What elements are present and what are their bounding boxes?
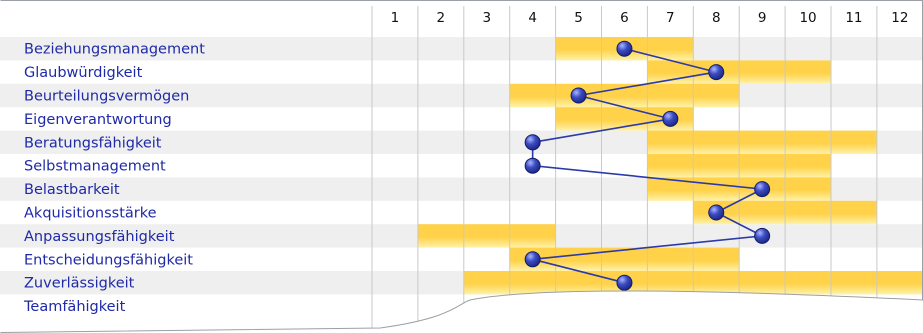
x-tick-label: 1 — [391, 10, 400, 26]
value-marker — [708, 204, 725, 221]
profile-series — [524, 40, 771, 291]
x-tick-label: 10 — [799, 10, 816, 26]
row-label: Eigenverantwortung — [24, 112, 172, 128]
x-tick-label: 7 — [666, 10, 675, 26]
value-marker — [524, 134, 541, 151]
x-tick-label: 9 — [758, 10, 767, 26]
x-tick-label: 5 — [574, 10, 583, 26]
range-band — [555, 107, 694, 131]
range-band — [509, 83, 740, 108]
row-label: Glaubwürdigkeit — [24, 65, 143, 81]
x-tick-label: 2 — [437, 10, 446, 26]
row-labels: Beziehungsmanagement Glaubwürdigkeit Beurt… — [23, 42, 205, 315]
row-label: Anpassungsfähigkeit — [24, 229, 175, 245]
row-label: Selbstmanagement — [24, 159, 166, 175]
value-marker — [708, 64, 725, 81]
row-label: Akquisitionsstärke — [24, 206, 157, 222]
value-marker — [754, 227, 771, 244]
value-marker — [754, 181, 771, 198]
x-tick-label: 11 — [845, 10, 862, 26]
row-label: Belastbarkeit — [24, 182, 120, 198]
value-marker — [616, 40, 633, 57]
value-marker — [570, 87, 587, 104]
row-label: Zuverlässigkeit — [24, 276, 135, 292]
x-tick-label: 3 — [482, 10, 491, 26]
range-band — [647, 130, 877, 154]
range-bands — [417, 37, 923, 295]
value-marker — [616, 274, 633, 291]
x-tick-label: 12 — [891, 10, 908, 26]
row-label: Entscheidungsfähigkeit — [24, 252, 193, 268]
x-tick-labels: 1 2 3 4 5 6 7 8 9 10 11 12 — [391, 10, 909, 26]
grid-lines — [371, 6, 923, 333]
row-label: Beurteilungsvermögen — [24, 89, 189, 105]
range-band — [509, 247, 740, 271]
x-tick-label: 6 — [620, 10, 629, 26]
x-tick-label: 4 — [528, 10, 537, 26]
row-label: Teamfähigkeit — [23, 299, 126, 315]
x-tick-label: 8 — [712, 10, 721, 26]
row-label: Beziehungsmanagement — [24, 42, 205, 58]
row-label: Beratungsfähigkeit — [24, 135, 162, 151]
range-band — [417, 224, 556, 248]
value-marker — [524, 251, 541, 268]
value-marker — [662, 110, 679, 127]
value-marker — [524, 157, 541, 174]
